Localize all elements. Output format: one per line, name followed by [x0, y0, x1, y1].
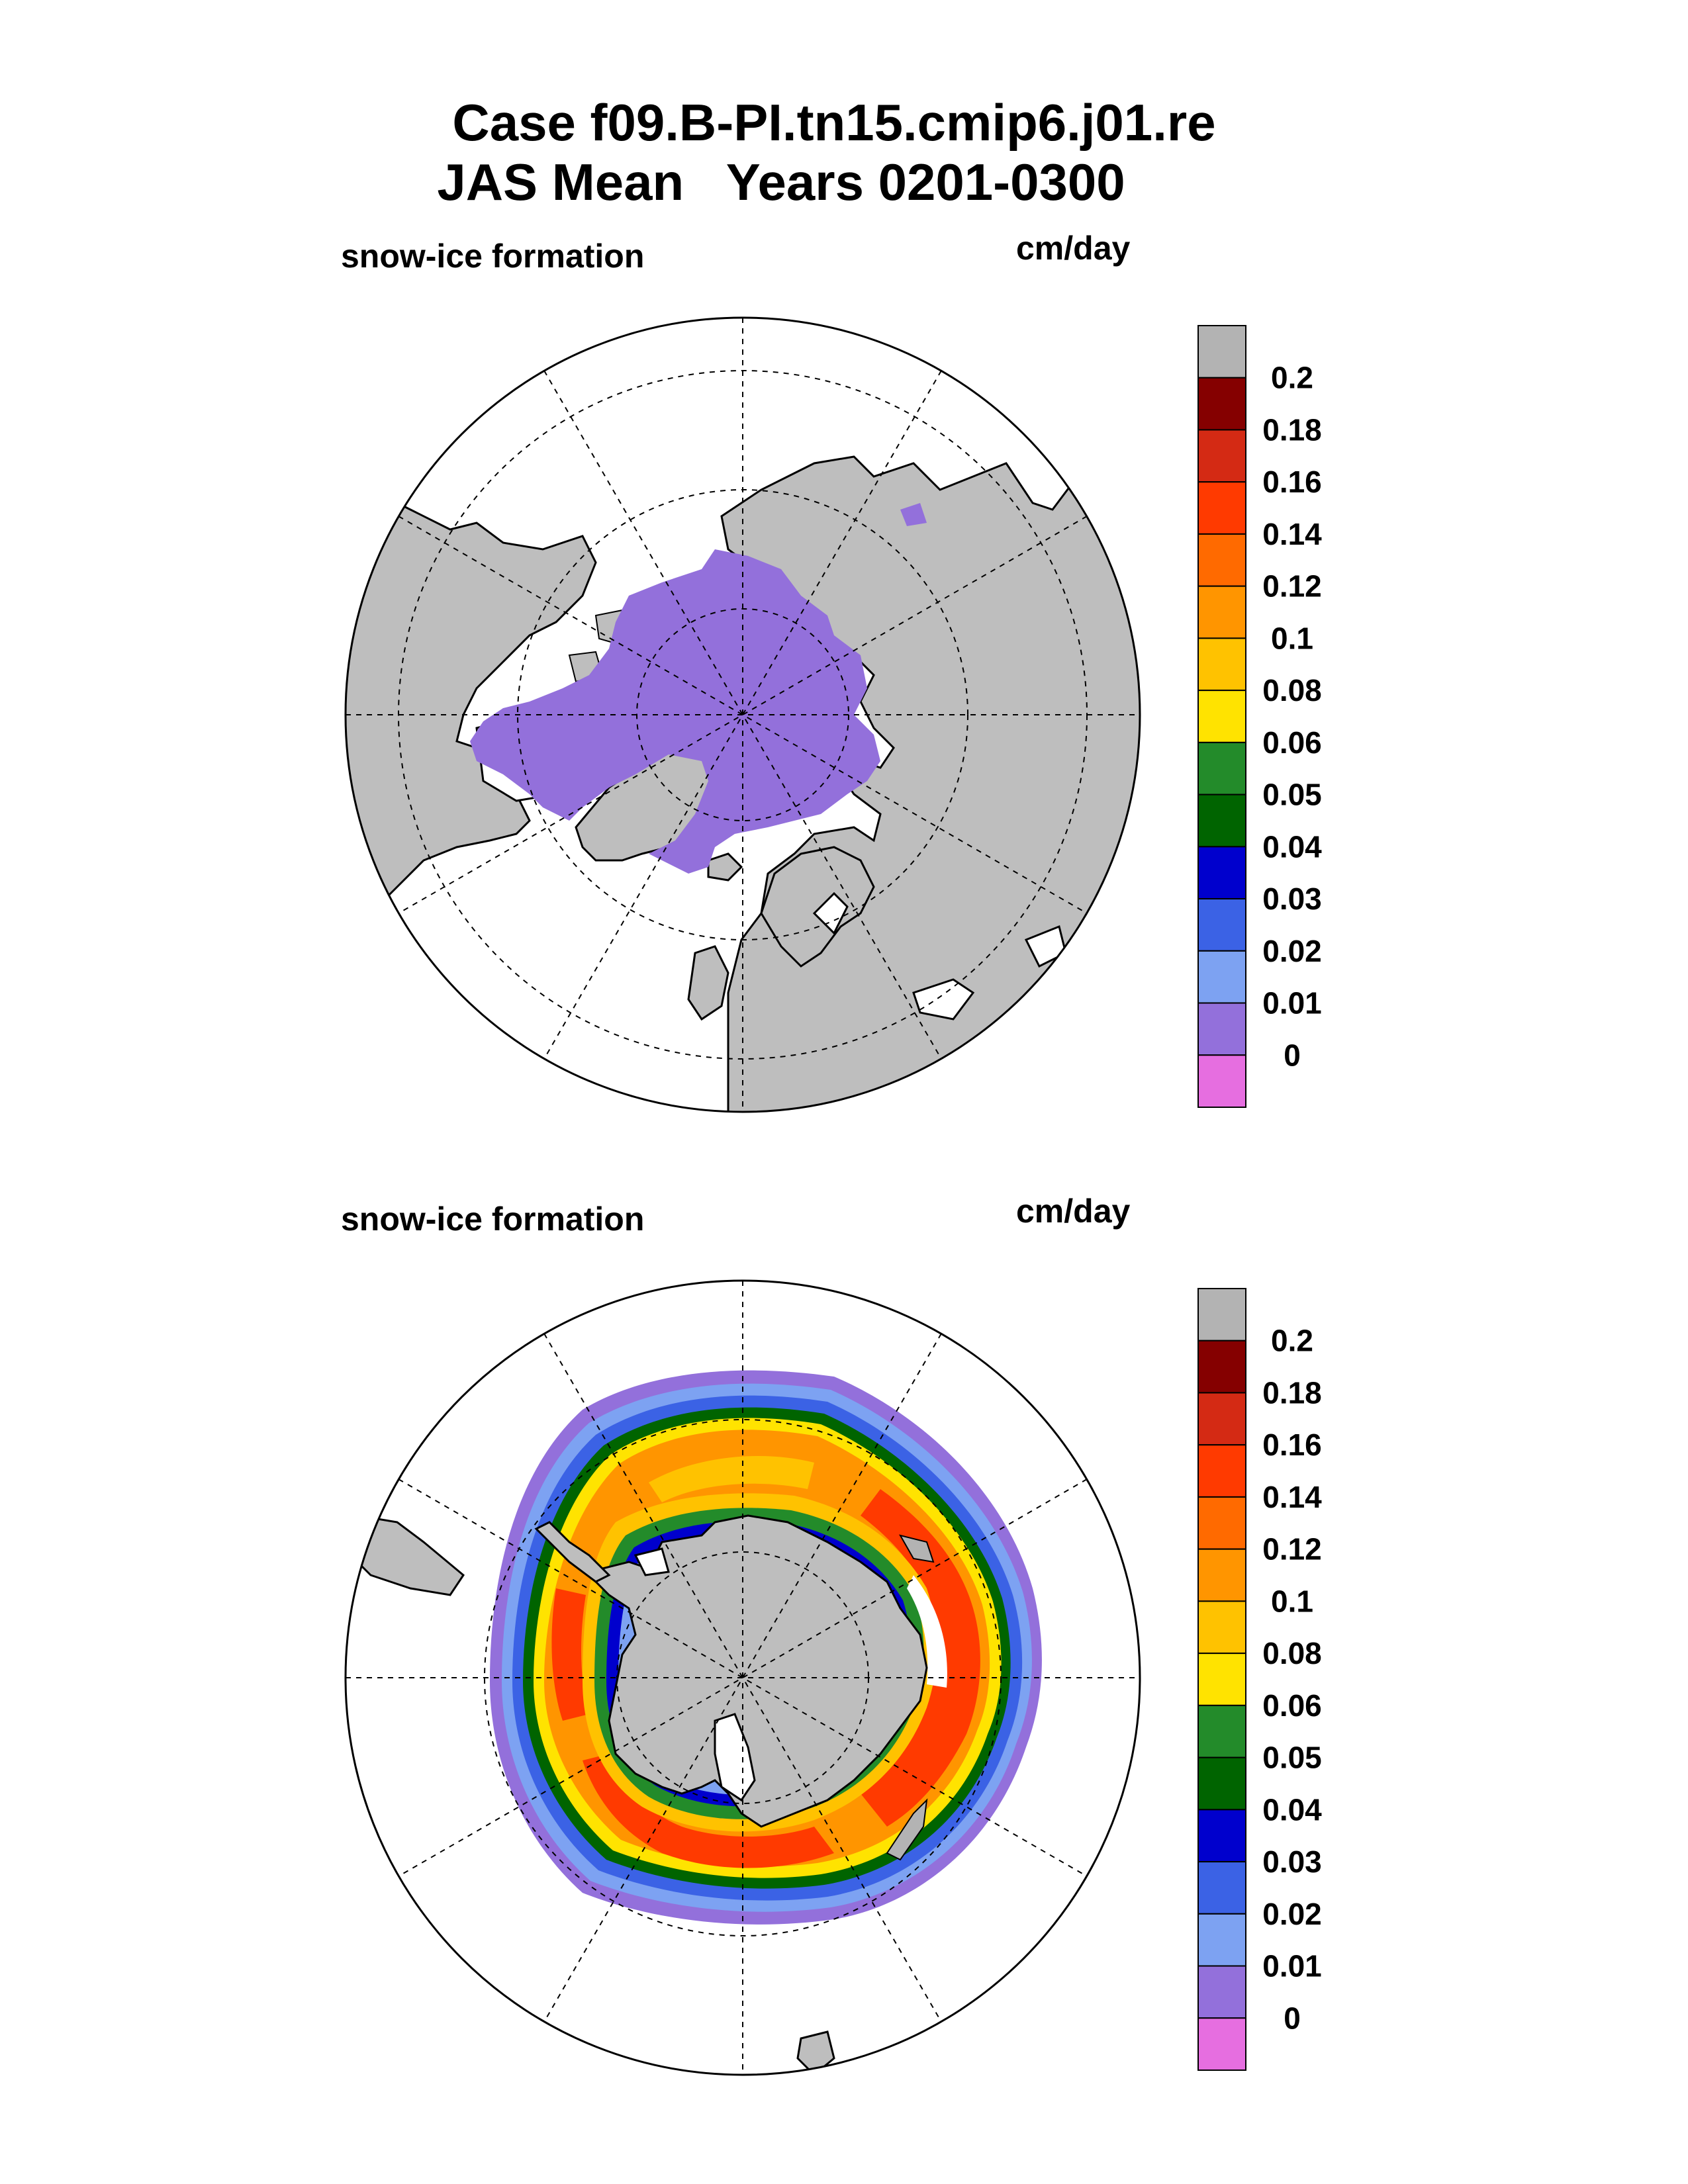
- arctic-colorbar-label: 0.04: [1262, 829, 1322, 864]
- antarctic-colorbar-label: 0.12: [1262, 1532, 1322, 1567]
- antarctic-colorbar-box: [1197, 1756, 1246, 1811]
- arctic-colorbar-box: [1197, 1002, 1246, 1056]
- antarctic-colorbar-box: [1197, 1288, 1246, 1342]
- antarctic-colorbar-label: 0.02: [1262, 1897, 1322, 1931]
- sea-ice-high-west: [551, 1588, 589, 1721]
- antarctic-colorbar-label: 0.18: [1262, 1375, 1322, 1410]
- antarctic-colorbar-box: [1197, 1861, 1246, 1915]
- antarctic-colorbar-box: [1197, 1809, 1246, 1863]
- antarctic-colorbar-label: 0.1: [1271, 1584, 1313, 1618]
- scandinavia-landmass: [760, 846, 875, 968]
- antarctica-landmass: [594, 1514, 928, 1828]
- arctic-colorbar-label: 0.06: [1262, 725, 1322, 760]
- arctic-colorbar-box: [1197, 846, 1246, 900]
- arctic-colorbar-label: 0.18: [1262, 412, 1322, 447]
- antarctic-colorbar-label: 0.14: [1262, 1480, 1322, 1514]
- eurasia-landmass: [720, 409, 1140, 1112]
- arctic-colorbar-label: 0.03: [1262, 882, 1322, 916]
- antarctic-colorbar-label: 0.01: [1262, 1949, 1322, 1983]
- antarctic-colorbar-label: 0: [1284, 2001, 1301, 2035]
- antarctic-colorbar-label: 0.16: [1262, 1428, 1322, 1462]
- figure-title-line2: JAS Mean Years 0201-0300: [437, 153, 1125, 211]
- arctic-colorbar-label: 0.14: [1262, 517, 1322, 551]
- arctic-colorbar-box: [1197, 741, 1246, 796]
- antarctic-colorbar-label: 0.03: [1262, 1844, 1322, 1879]
- antarctic-colorbar-box: [1197, 2017, 1246, 2071]
- antarctic-colorbar: 0.2 0.18 0.16 0.14 0.12 0.1 0.08 0.06 0.05 0.04 0.…: [1197, 1288, 1322, 2071]
- arctic-variable-label: snow-ice formation: [341, 238, 645, 275]
- antarctic-colorbar-box: [1197, 1704, 1246, 1758]
- arctic-colorbar-label: 0.16: [1262, 465, 1322, 499]
- antarctic-colorbar-box: [1197, 1496, 1246, 1550]
- arctic-colorbar-box: [1197, 585, 1246, 639]
- arctic-colorbar-label: 0.05: [1262, 778, 1322, 812]
- arctic-colorbar-box: [1197, 1054, 1246, 1109]
- antarctic-colorbar-box: [1197, 1653, 1246, 1706]
- antarctic-units-label: cm/day: [1016, 1193, 1131, 1230]
- arctic-colorbar-box: [1197, 690, 1246, 743]
- arctic-colorbar-label: 0.1: [1271, 621, 1313, 655]
- arctic-colorbar-box: [1197, 325, 1246, 379]
- antarctic-colorbar-label: 0.08: [1262, 1636, 1322, 1670]
- figure-title-line1: Case f09.B-PI.tn15.cmip6.j01.re: [452, 93, 1216, 152]
- arctic-colorbar: 0.2 0.18 0.16 0.14 0.12 0.1 0.08 0.06 0.05 0.04 0.…: [1197, 325, 1322, 1109]
- antarctic-colorbar-box: [1197, 1548, 1246, 1602]
- antarctic-colorbar-label: 0.06: [1262, 1688, 1322, 1723]
- antarctic-colorbar-box: [1197, 1340, 1246, 1394]
- arctic-colorbar-box: [1197, 481, 1246, 535]
- arctic-colorbar-box: [1197, 794, 1246, 848]
- antarctic-colorbar-box: [1197, 1444, 1246, 1498]
- arctic-colorbar-box: [1197, 898, 1246, 952]
- sea-ice-high-east: [861, 1489, 980, 1827]
- antarctic-colorbar-box: [1197, 1392, 1246, 1446]
- antarctic-colorbar-box: [1197, 1600, 1246, 1655]
- arctic-colorbar-label: 0.02: [1262, 934, 1322, 968]
- arctic-colorbar-box: [1197, 533, 1246, 587]
- antarctic-colorbar-label: 0.04: [1262, 1792, 1322, 1827]
- arctic-colorbar-box: [1197, 950, 1246, 1004]
- antarctic-colorbar-box: [1197, 1965, 1246, 2019]
- arctic-colorbar-box: [1197, 377, 1246, 431]
- arctic-colorbar-label: 0.01: [1262, 986, 1322, 1021]
- arctic-colorbar-label: 0.08: [1262, 673, 1322, 707]
- arctic-colorbar-label: 0: [1284, 1038, 1301, 1072]
- antarctic-colorbar-box: [1197, 1913, 1246, 1967]
- antarctic-colorbar-label: 0.2: [1271, 1324, 1313, 1358]
- sea-ice-high-south: [583, 1754, 834, 1868]
- arctic-colorbar-box: [1197, 637, 1246, 692]
- arctic-colorbar-label: 0.2: [1271, 361, 1313, 395]
- antarctic-colorbar-label: 0.05: [1262, 1741, 1322, 1775]
- arctic-colorbar-label: 0.12: [1262, 569, 1322, 604]
- arctic-map: [344, 316, 1141, 1113]
- antarctic-map: [344, 1279, 1141, 2076]
- arctic-sea-ice-region: [470, 549, 880, 874]
- arctic-colorbar-box: [1197, 429, 1246, 483]
- arctic-units-label: cm/day: [1016, 230, 1131, 267]
- antarctic-variable-label: snow-ice formation: [341, 1201, 645, 1238]
